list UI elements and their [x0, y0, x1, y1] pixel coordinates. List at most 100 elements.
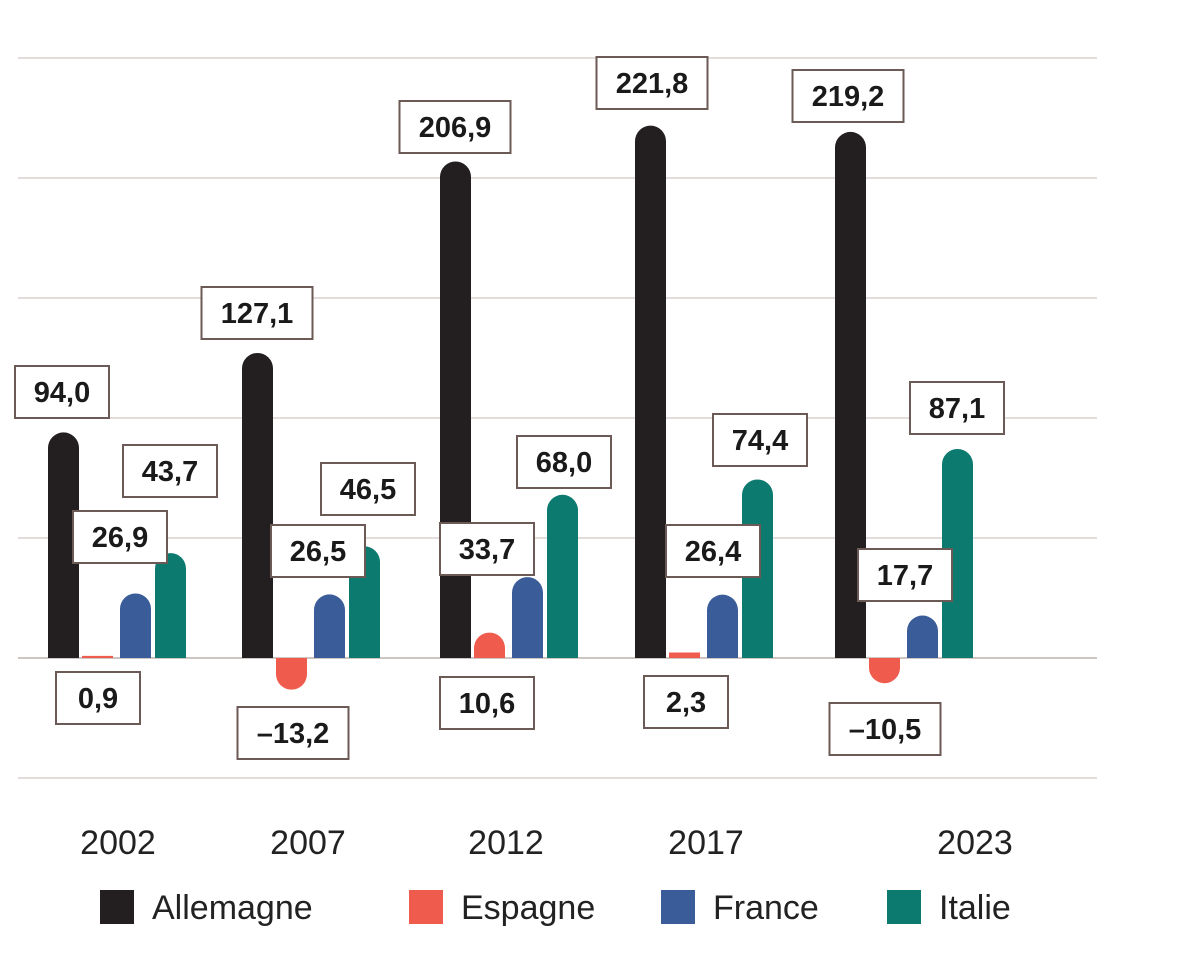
data-label-text: 74,4: [732, 425, 788, 457]
bar-italie-2012: [547, 494, 578, 658]
data-label-box: [909, 381, 1005, 435]
x-tick-label: 2012: [468, 824, 544, 862]
legend-item-italie: Italie: [887, 889, 1011, 927]
data-label-box: [595, 56, 709, 110]
data-label: 127,1: [200, 286, 314, 340]
data-label-text: 43,7: [142, 456, 198, 488]
bar-espagne-2002: [82, 655, 113, 658]
bar-france-2012: [512, 577, 543, 658]
bars: [48, 125, 973, 690]
data-label-box: [236, 706, 350, 760]
bar-allemagne-2002: [48, 432, 79, 658]
legend-swatch: [409, 890, 443, 924]
bar-france-2023: [907, 615, 938, 658]
data-label: 46,5: [320, 462, 416, 516]
bar-allemagne-2012: [440, 161, 471, 658]
data-label: 94,0: [14, 365, 110, 419]
data-label: 2,3: [643, 675, 729, 729]
data-label: –13,2: [236, 706, 350, 760]
legend-label: Allemagne: [152, 889, 313, 927]
legend: Allemagne Espagne France Italie: [100, 889, 1011, 927]
data-label-text: –13,2: [257, 718, 330, 750]
data-label-box: [55, 671, 141, 725]
data-label: 0,9: [55, 671, 141, 725]
legend-item-espagne: Espagne: [409, 889, 595, 927]
data-label: 206,9: [398, 100, 512, 154]
data-label: 68,0: [516, 435, 612, 489]
data-label-text: 94,0: [34, 377, 90, 409]
bar-france-2002: [120, 593, 151, 658]
data-label: 87,1: [909, 381, 1005, 435]
data-label-text: 17,7: [877, 560, 933, 592]
data-label-text: 33,7: [459, 534, 515, 566]
x-tick-label: 2007: [270, 824, 346, 862]
data-label-box: [398, 100, 512, 154]
legend-label: Italie: [939, 889, 1011, 927]
data-label-text: 87,1: [929, 393, 985, 425]
legend-swatch: [661, 890, 695, 924]
x-tick-labels: 2002 2007 2012 2017 2023: [80, 824, 1013, 862]
data-label-text: 10,6: [459, 688, 515, 720]
x-tick-label: 2017: [668, 824, 744, 862]
bar-espagne-2007: [276, 658, 307, 690]
data-label-text: 206,9: [419, 112, 492, 144]
data-label-box: [320, 462, 416, 516]
data-label-box: [828, 702, 942, 756]
legend-swatch: [887, 890, 921, 924]
data-label: 10,6: [439, 676, 535, 730]
bar-france-2007: [314, 594, 345, 658]
data-label-box: [72, 510, 168, 564]
data-label-box: [712, 413, 808, 467]
bar-espagne-2012: [474, 632, 505, 658]
data-label-text: 219,2: [812, 81, 885, 113]
data-label: 43,7: [122, 444, 218, 498]
bar-espagne-2017: [669, 652, 700, 658]
data-label-box: [14, 365, 110, 419]
data-label: 26,5: [270, 524, 366, 578]
data-label-text: 26,5: [290, 536, 346, 568]
data-label: 221,8: [595, 56, 709, 110]
data-label: 74,4: [712, 413, 808, 467]
data-label: 219,2: [791, 69, 905, 123]
data-label-box: [439, 522, 535, 576]
data-label: 17,7: [857, 548, 953, 602]
data-label-text: 0,9: [78, 683, 118, 715]
data-label: 33,7: [439, 522, 535, 576]
data-label-text: 68,0: [536, 447, 592, 479]
legend-item-france: France: [661, 889, 819, 927]
data-label-box: [122, 444, 218, 498]
bar-espagne-2023: [869, 658, 900, 684]
data-label-text: 26,4: [685, 536, 741, 568]
data-label-box: [665, 524, 761, 578]
data-label-box: [791, 69, 905, 123]
data-label-box: [643, 675, 729, 729]
data-label-text: 26,9: [92, 522, 148, 554]
data-label-box: [516, 435, 612, 489]
data-label-box: [270, 524, 366, 578]
data-label: –10,5: [828, 702, 942, 756]
bar-italie-2002: [155, 553, 186, 658]
data-label-text: 2,3: [666, 687, 706, 719]
data-label-box: [439, 676, 535, 730]
data-label: 26,4: [665, 524, 761, 578]
legend-label: France: [713, 889, 819, 927]
bar-italie-2023: [942, 448, 973, 658]
bar-allemagne-2017: [635, 125, 666, 658]
x-tick-label: 2002: [80, 824, 156, 862]
bar-allemagne-2023: [835, 131, 866, 659]
bar-france-2017: [707, 594, 738, 658]
data-labels: 94,0 127,1 206,9 221,8 219,2 0,9 –13,2 10,6 2,3 –…: [14, 56, 1005, 760]
legend-label: Espagne: [461, 889, 595, 927]
data-label-text: 221,8: [616, 68, 689, 100]
bar-allemagne-2007: [242, 352, 273, 658]
data-label-box: [857, 548, 953, 602]
data-label-text: 127,1: [221, 298, 294, 330]
legend-item-allemagne: Allemagne: [100, 889, 313, 927]
data-label-text: –10,5: [849, 714, 922, 746]
data-label-box: [200, 286, 314, 340]
x-tick-label: 2023: [937, 824, 1013, 862]
data-label-text: 46,5: [340, 474, 396, 506]
legend-swatch: [100, 890, 134, 924]
data-label: 26,9: [72, 510, 168, 564]
